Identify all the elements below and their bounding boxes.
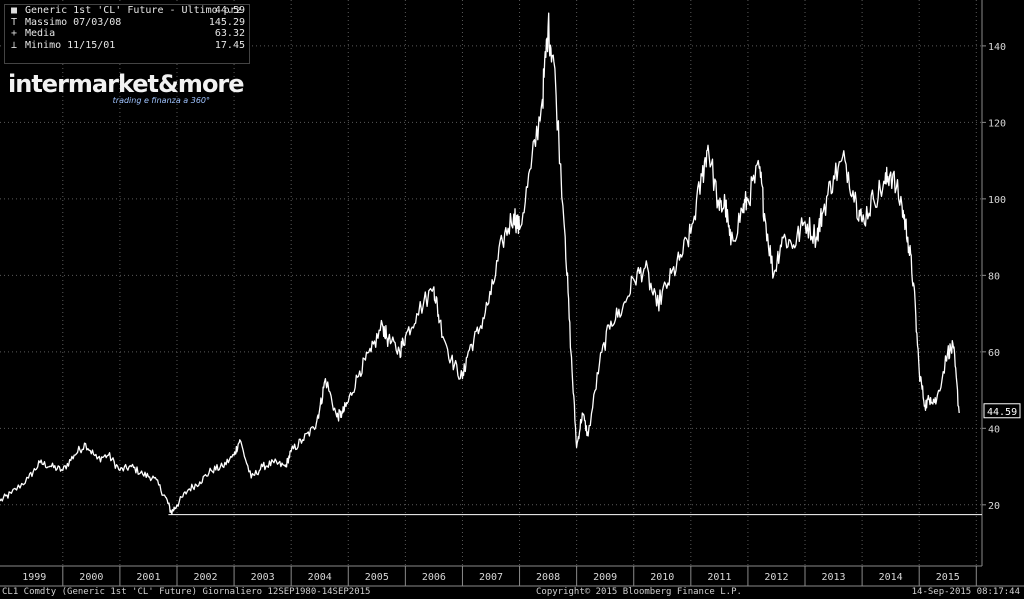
x-tick-label: 2009	[593, 572, 617, 583]
legend-value: 17.45	[214, 39, 245, 51]
x-tick-label: 2002	[193, 572, 217, 583]
x-tick-label: 2007	[479, 572, 503, 583]
brand-tagline: trading e finanza a 360°	[112, 96, 210, 105]
low-marker-icon: ⊥	[10, 39, 18, 51]
last-price-tag: 44.59	[983, 403, 1021, 419]
average-marker-icon: +	[10, 28, 18, 39]
x-tick-label: 2011	[707, 572, 731, 583]
x-tick-label: 2012	[764, 572, 788, 583]
y-tick-label: 120	[988, 118, 1006, 129]
y-tick-label: 100	[988, 195, 1006, 206]
legend-label: Massimo 07/03/08	[25, 16, 122, 28]
footer-copyright: Copyright© 2015 Bloomberg Finance L.P.	[536, 587, 742, 597]
last-price-label: 44.59	[987, 407, 1017, 418]
footer-timestamp: 14-Sep-2015 08:17:44	[911, 587, 1020, 597]
x-tick-label: 2005	[365, 572, 389, 583]
footer-bar: CL1 Comdty (Generic 1st 'CL' Future) Gio…	[0, 586, 1024, 599]
legend-value: 44.59	[214, 5, 245, 16]
legend-label: Minimo 11/15/01	[25, 39, 116, 51]
x-tick-label: 2010	[650, 572, 674, 583]
x-tick-label: 2004	[308, 572, 332, 583]
y-tick-label: 40	[988, 424, 1000, 435]
legend-value: 145.29	[208, 16, 245, 28]
y-tick-label: 140	[988, 42, 1006, 53]
x-tick-label: 2000	[79, 572, 103, 583]
legend-label: Media	[25, 28, 56, 39]
x-tick-label: 1999	[22, 572, 46, 583]
x-tick-label: 2001	[136, 572, 160, 583]
x-tick-label: 2003	[251, 572, 275, 583]
footer-ticker-info: CL1 Comdty (Generic 1st 'CL' Future) Gio…	[2, 587, 371, 597]
y-tick-label: 60	[988, 348, 1000, 359]
legend-row-average: + Media 63.32	[5, 28, 249, 40]
legend-panel: ■ Generic 1st 'CL' Future - Ultimo prz 4…	[4, 4, 250, 64]
x-tick-label: 2006	[422, 572, 446, 583]
high-marker-icon: T	[10, 16, 18, 28]
x-tick-label: 2014	[879, 572, 903, 583]
legend-row-low: ⊥ Minimo 11/15/01 17.45	[5, 40, 249, 52]
y-tick-label: 20	[988, 501, 1000, 512]
legend-label: Generic 1st 'CL' Future - Ultimo prz	[25, 5, 242, 16]
square-marker-icon: ■	[10, 5, 18, 16]
x-tick-label: 2015	[936, 572, 960, 583]
price-series-line	[0, 12, 960, 515]
legend-row-high: T Massimo 07/03/08 145.29	[5, 17, 249, 29]
y-tick-label: 80	[988, 271, 1000, 282]
legend-row-last-price: ■ Generic 1st 'CL' Future - Ultimo prz 4…	[5, 5, 249, 17]
x-tick-label: 2013	[822, 572, 846, 583]
legend-value: 63.32	[214, 28, 245, 39]
brand-name: intermarket&more	[8, 70, 245, 98]
x-tick-label: 2008	[536, 572, 560, 583]
brand-logo: intermarket&more trading e finanza a 360…	[6, 70, 245, 106]
